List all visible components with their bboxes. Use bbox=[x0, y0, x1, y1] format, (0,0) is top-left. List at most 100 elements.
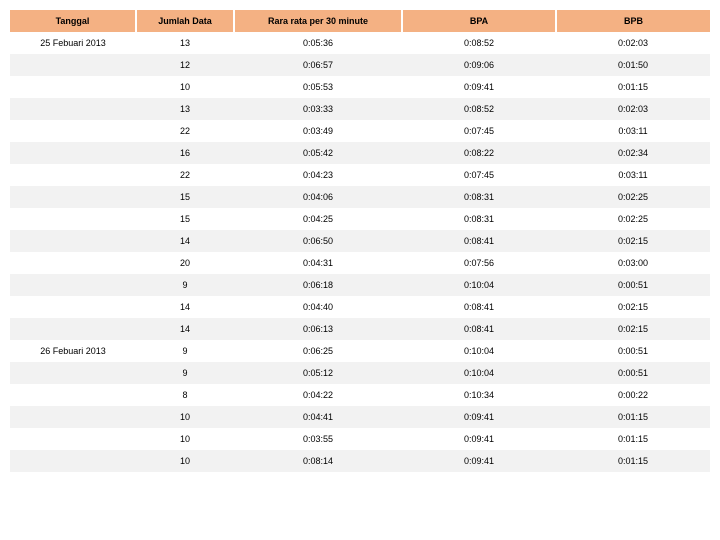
cell-jumlah: 9 bbox=[136, 274, 234, 296]
cell-bpa: 0:10:34 bbox=[402, 384, 556, 406]
col-jumlah: Jumlah Data bbox=[136, 10, 234, 32]
table-row: 80:04:220:10:340:00:22 bbox=[10, 384, 710, 406]
table-row: 220:04:230:07:450:03:11 bbox=[10, 164, 710, 186]
cell-jumlah: 9 bbox=[136, 362, 234, 384]
cell-rata: 0:04:31 bbox=[234, 252, 402, 274]
cell-rata: 0:04:40 bbox=[234, 296, 402, 318]
cell-rata: 0:03:49 bbox=[234, 120, 402, 142]
col-rata: Rara rata per 30 minute bbox=[234, 10, 402, 32]
cell-bpa: 0:10:04 bbox=[402, 340, 556, 362]
cell-jumlah: 14 bbox=[136, 230, 234, 252]
cell-jumlah: 10 bbox=[136, 406, 234, 428]
cell-tanggal bbox=[10, 274, 136, 296]
cell-rata: 0:05:36 bbox=[234, 32, 402, 54]
cell-tanggal bbox=[10, 120, 136, 142]
table-row: 120:06:570:09:060:01:50 bbox=[10, 54, 710, 76]
cell-bpb: 0:02:15 bbox=[556, 318, 710, 340]
cell-bpa: 0:08:41 bbox=[402, 230, 556, 252]
cell-rata: 0:04:06 bbox=[234, 186, 402, 208]
table-row: 25 Febuari 2013130:05:360:08:520:02:03 bbox=[10, 32, 710, 54]
cell-jumlah: 20 bbox=[136, 252, 234, 274]
cell-bpa: 0:07:56 bbox=[402, 252, 556, 274]
cell-rata: 0:05:53 bbox=[234, 76, 402, 98]
cell-rata: 0:04:25 bbox=[234, 208, 402, 230]
cell-tanggal bbox=[10, 318, 136, 340]
table-row: 140:04:400:08:410:02:15 bbox=[10, 296, 710, 318]
cell-rata: 0:06:25 bbox=[234, 340, 402, 362]
cell-tanggal bbox=[10, 98, 136, 120]
cell-jumlah: 8 bbox=[136, 384, 234, 406]
table-row: 90:06:180:10:040:00:51 bbox=[10, 274, 710, 296]
table-body: 25 Febuari 2013130:05:360:08:520:02:0312… bbox=[10, 32, 710, 472]
table-row: 100:03:550:09:410:01:15 bbox=[10, 428, 710, 450]
cell-tanggal bbox=[10, 384, 136, 406]
cell-tanggal bbox=[10, 406, 136, 428]
cell-jumlah: 10 bbox=[136, 428, 234, 450]
table-row: 150:04:250:08:310:02:25 bbox=[10, 208, 710, 230]
table-row: 100:08:140:09:410:01:15 bbox=[10, 450, 710, 472]
cell-jumlah: 14 bbox=[136, 318, 234, 340]
table-row: 100:04:410:09:410:01:15 bbox=[10, 406, 710, 428]
cell-tanggal bbox=[10, 230, 136, 252]
cell-bpb: 0:02:03 bbox=[556, 32, 710, 54]
table-row: 130:03:330:08:520:02:03 bbox=[10, 98, 710, 120]
table-row: 140:06:500:08:410:02:15 bbox=[10, 230, 710, 252]
cell-bpb: 0:03:00 bbox=[556, 252, 710, 274]
cell-tanggal bbox=[10, 208, 136, 230]
cell-jumlah: 9 bbox=[136, 340, 234, 362]
cell-jumlah: 10 bbox=[136, 76, 234, 98]
cell-bpb: 0:02:25 bbox=[556, 186, 710, 208]
cell-bpa: 0:08:31 bbox=[402, 208, 556, 230]
cell-rata: 0:05:42 bbox=[234, 142, 402, 164]
cell-rata: 0:06:18 bbox=[234, 274, 402, 296]
cell-tanggal bbox=[10, 54, 136, 76]
cell-bpa: 0:08:41 bbox=[402, 318, 556, 340]
cell-bpb: 0:00:51 bbox=[556, 274, 710, 296]
cell-bpa: 0:10:04 bbox=[402, 362, 556, 384]
cell-rata: 0:06:50 bbox=[234, 230, 402, 252]
cell-rata: 0:04:22 bbox=[234, 384, 402, 406]
cell-bpa: 0:09:41 bbox=[402, 450, 556, 472]
header-row: Tanggal Jumlah Data Rara rata per 30 min… bbox=[10, 10, 710, 32]
cell-bpb: 0:01:15 bbox=[556, 428, 710, 450]
cell-jumlah: 12 bbox=[136, 54, 234, 76]
cell-rata: 0:06:13 bbox=[234, 318, 402, 340]
cell-jumlah: 22 bbox=[136, 164, 234, 186]
cell-jumlah: 13 bbox=[136, 32, 234, 54]
cell-rata: 0:05:12 bbox=[234, 362, 402, 384]
cell-bpa: 0:08:41 bbox=[402, 296, 556, 318]
cell-bpa: 0:08:52 bbox=[402, 98, 556, 120]
table-row: 100:05:530:09:410:01:15 bbox=[10, 76, 710, 98]
cell-jumlah: 16 bbox=[136, 142, 234, 164]
cell-rata: 0:06:57 bbox=[234, 54, 402, 76]
table-row: 150:04:060:08:310:02:25 bbox=[10, 186, 710, 208]
cell-tanggal: 25 Febuari 2013 bbox=[10, 32, 136, 54]
col-bpb: BPB bbox=[556, 10, 710, 32]
cell-bpb: 0:01:15 bbox=[556, 450, 710, 472]
cell-tanggal bbox=[10, 164, 136, 186]
cell-bpb: 0:00:51 bbox=[556, 340, 710, 362]
cell-bpa: 0:09:41 bbox=[402, 428, 556, 450]
cell-bpb: 0:01:50 bbox=[556, 54, 710, 76]
col-bpa: BPA bbox=[402, 10, 556, 32]
cell-bpa: 0:09:41 bbox=[402, 76, 556, 98]
cell-jumlah: 14 bbox=[136, 296, 234, 318]
cell-rata: 0:08:14 bbox=[234, 450, 402, 472]
cell-bpa: 0:08:22 bbox=[402, 142, 556, 164]
cell-bpb: 0:03:11 bbox=[556, 120, 710, 142]
cell-bpa: 0:08:31 bbox=[402, 186, 556, 208]
cell-jumlah: 13 bbox=[136, 98, 234, 120]
table-row: 26 Febuari 201390:06:250:10:040:00:51 bbox=[10, 340, 710, 362]
cell-rata: 0:03:55 bbox=[234, 428, 402, 450]
table-row: 220:03:490:07:450:03:11 bbox=[10, 120, 710, 142]
cell-bpa: 0:07:45 bbox=[402, 164, 556, 186]
cell-bpa: 0:09:41 bbox=[402, 406, 556, 428]
cell-bpb: 0:00:22 bbox=[556, 384, 710, 406]
cell-bpb: 0:01:15 bbox=[556, 76, 710, 98]
col-tanggal: Tanggal bbox=[10, 10, 136, 32]
cell-tanggal bbox=[10, 362, 136, 384]
cell-jumlah: 22 bbox=[136, 120, 234, 142]
cell-tanggal bbox=[10, 428, 136, 450]
table-row: 90:05:120:10:040:00:51 bbox=[10, 362, 710, 384]
cell-tanggal bbox=[10, 142, 136, 164]
